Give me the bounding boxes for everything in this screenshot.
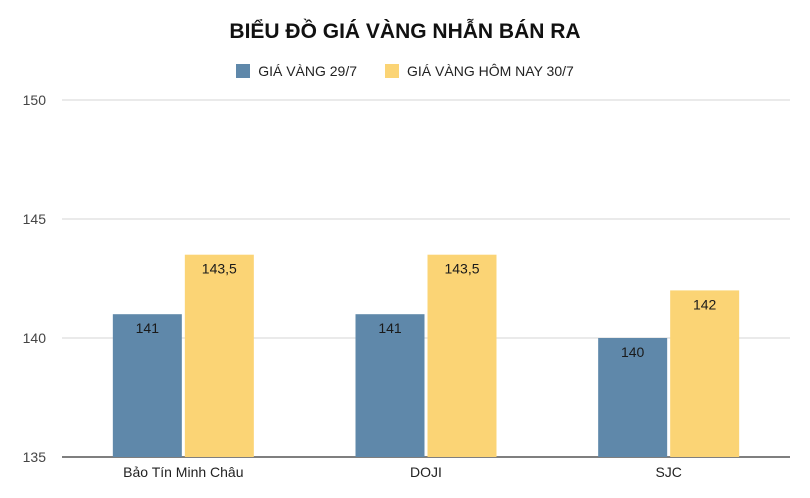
x-tick-label: DOJI [410,464,442,480]
legend: GIÁ VÀNG 29/7 GIÁ VÀNG HÔM NAY 30/7 [0,63,810,79]
data-label: 140 [621,344,645,360]
y-tick-label: 150 [23,92,47,108]
bar [598,338,668,457]
bar [112,314,182,457]
data-label: 141 [136,320,160,336]
legend-swatch-series-2 [385,64,400,78]
y-tick-label: 135 [23,449,47,465]
y-tick-label: 145 [23,211,47,227]
bar [427,254,497,457]
data-label: 143,5 [202,261,237,277]
bar [670,290,740,457]
chart-title: BIỂU ĐỒ GIÁ VÀNG NHẪN BÁN RA [229,20,581,43]
data-label: 142 [693,296,717,312]
legend-label-series-1: GIÁ VÀNG 29/7 [258,63,358,79]
data-label: 143,5 [444,261,479,277]
bar [184,254,254,457]
x-tick-label: SJC [655,464,681,480]
bar [355,314,425,457]
x-tick-label: Bảo Tín Minh Châu [123,464,243,480]
legend-swatch-series-1 [236,64,251,78]
legend-label-series-2: GIÁ VÀNG HÔM NAY 30/7 [407,63,574,79]
legend-item-series-1: GIÁ VÀNG 29/7 [236,63,357,79]
y-tick-label: 140 [23,330,47,346]
legend-item-series-2: GIÁ VÀNG HÔM NAY 30/7 [385,63,574,79]
data-label: 141 [378,320,402,336]
